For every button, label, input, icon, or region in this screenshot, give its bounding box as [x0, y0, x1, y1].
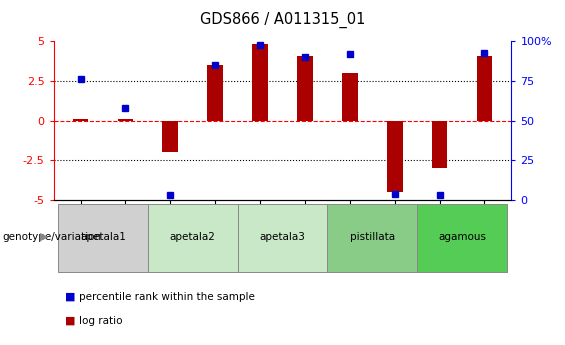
Bar — [327, 204, 417, 272]
Text: pistillata: pistillata — [350, 231, 395, 241]
Text: apetala1: apetala1 — [80, 231, 126, 241]
Text: apetala2: apetala2 — [170, 231, 216, 241]
Text: apetala3: apetala3 — [259, 231, 306, 241]
Text: ■: ■ — [65, 316, 76, 326]
Text: ▶: ▶ — [40, 231, 48, 241]
Bar — [118, 119, 133, 121]
Text: genotype/variation: genotype/variation — [3, 231, 102, 241]
Bar — [163, 121, 178, 152]
Text: ■: ■ — [65, 292, 76, 302]
Bar — [73, 119, 89, 121]
Bar — [432, 121, 447, 168]
Bar — [252, 44, 268, 121]
Bar — [148, 204, 238, 272]
Text: log ratio: log ratio — [79, 316, 123, 326]
Bar — [207, 65, 223, 121]
Bar — [417, 204, 507, 272]
Text: GDS866 / A011315_01: GDS866 / A011315_01 — [200, 12, 365, 28]
Bar — [387, 121, 402, 192]
Text: percentile rank within the sample: percentile rank within the sample — [79, 292, 255, 302]
Bar — [238, 204, 327, 272]
Text: agamous: agamous — [438, 231, 486, 241]
Bar — [342, 73, 358, 121]
Bar — [58, 204, 148, 272]
Bar — [297, 56, 313, 121]
Bar — [476, 56, 492, 121]
